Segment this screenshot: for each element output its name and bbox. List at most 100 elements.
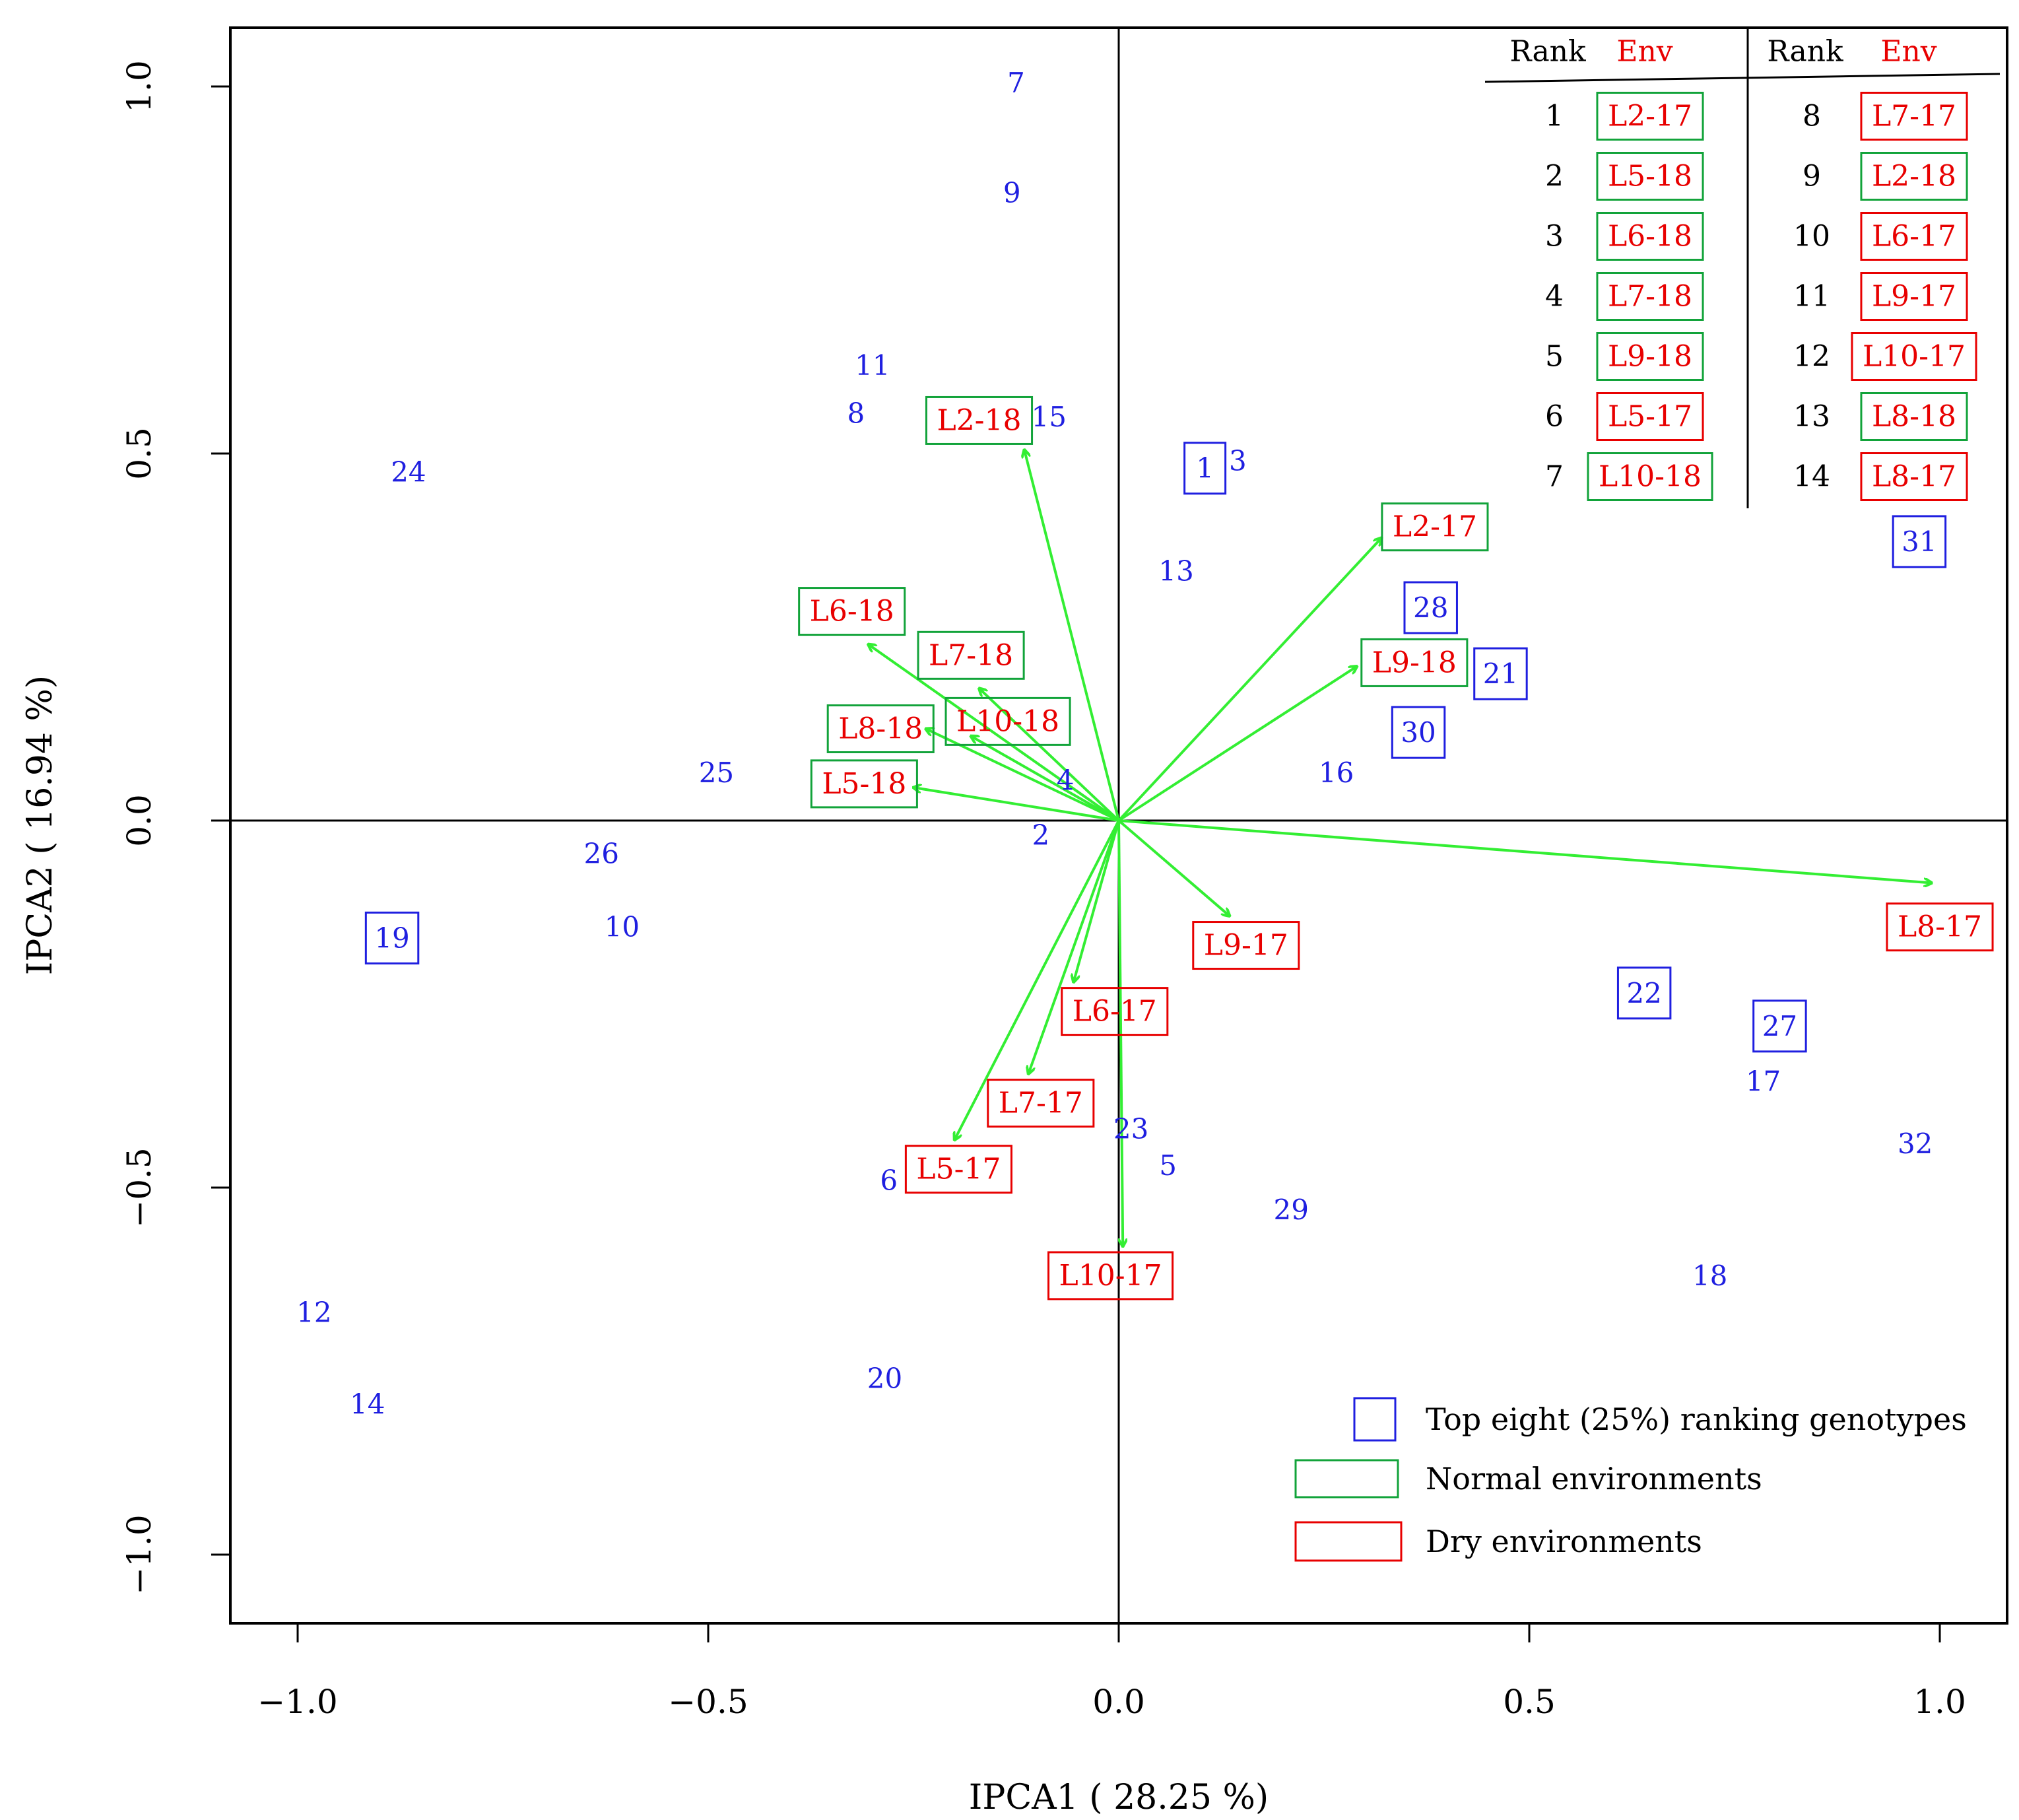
y-tick-label: −0.5: [120, 1147, 158, 1227]
y-tick-label: 0.5: [120, 427, 158, 480]
genotype-label: 32: [1898, 1128, 1933, 1160]
env-vector-l6-17: [1074, 820, 1120, 982]
env-label: L8-18: [838, 712, 923, 746]
genotype-label: 23: [1113, 1113, 1148, 1145]
top-genotype-box: [1403, 581, 1458, 634]
env-label-box: [917, 630, 1025, 680]
env-label: L5-18: [822, 767, 906, 801]
env-vector-l8-18: [926, 729, 1119, 822]
table-env: L2-18: [1872, 160, 1956, 193]
env-label: L2-18: [937, 403, 1021, 437]
genotype-label: 14: [350, 1388, 385, 1421]
env-vector-l9-18: [1117, 666, 1357, 822]
env-vector-l9-17: [1117, 819, 1230, 916]
genotype-label: 9: [1003, 177, 1021, 209]
legend-swatch-top: [1353, 1397, 1397, 1442]
table-rank: 9: [1803, 160, 1821, 193]
env-vector-l10-17: [1117, 820, 1123, 1246]
genotype-label: 22: [1626, 977, 1661, 1009]
y-tick-label: 0.0: [120, 794, 158, 847]
genotype-label: 18: [1692, 1260, 1727, 1292]
env-label-box: [1381, 502, 1489, 552]
top-genotype-box: [1752, 999, 1807, 1053]
table-rank: 11: [1793, 280, 1830, 314]
x-tick-label: 1.0: [1913, 1683, 1966, 1721]
table-header-rule: [1484, 73, 2001, 83]
genotype-label: 31: [1902, 525, 1936, 558]
legend: Top eight (25%) ranking genotypes Normal …: [1294, 1397, 1967, 1562]
env-label: L7-17: [999, 1087, 1083, 1120]
table-env: L7-17: [1872, 100, 1956, 133]
genotype-label: 3: [1229, 445, 1247, 477]
table-env: L10-18: [1599, 460, 1702, 494]
env-label: L6-17: [1073, 995, 1157, 1028]
table-env: L10-17: [1863, 340, 1966, 374]
x-axis-title: IPCA1 ( 28.25 %): [969, 1778, 1269, 1817]
env-vector-l2-17: [1117, 538, 1381, 822]
legend-swatch-normal: [1294, 1459, 1399, 1499]
env-vector-l8-17: [1118, 819, 1932, 883]
env-label: L5-17: [916, 1153, 1001, 1186]
genotype-label: 7: [1007, 67, 1025, 99]
genotype-label: 21: [1483, 657, 1518, 690]
env-label-box: [810, 759, 918, 809]
table-rank: 4: [1545, 280, 1564, 314]
table-env-box: [1860, 212, 1968, 261]
genotype-label: 4: [1057, 764, 1075, 796]
table-env-box: [1860, 452, 1968, 501]
genotype-label: 30: [1401, 716, 1436, 749]
genotype-label: 10: [605, 911, 640, 943]
env-vector-l5-17: [954, 820, 1120, 1140]
table-env-box: [1860, 92, 1968, 141]
genotype-label: 29: [1274, 1194, 1309, 1226]
genotype-label: 5: [1159, 1149, 1177, 1182]
table-header-env: Env: [1616, 35, 1672, 69]
table-header-env: Env: [1880, 35, 1936, 69]
table-header-rank: Rank: [1509, 35, 1586, 69]
env-label: L10-18: [956, 704, 1059, 738]
genotype-label: 26: [584, 838, 619, 870]
top-genotype-box: [1391, 706, 1446, 759]
x-axis: −1.0 −0.5 0.0 0.5 1.0: [257, 1623, 1966, 1721]
env-label-box: [1886, 902, 1994, 952]
table-env-box: [1596, 152, 1704, 201]
table-env: L6-17: [1872, 220, 1956, 253]
table-rank: 6: [1545, 400, 1564, 434]
legend-label-normal: Normal environments: [1426, 1461, 1762, 1497]
table-env: L5-17: [1608, 400, 1692, 434]
genotype-label: 16: [1319, 757, 1354, 789]
table-rank: 3: [1545, 220, 1564, 253]
env-label-box: [944, 696, 1071, 746]
table-env: L5-18: [1608, 160, 1692, 193]
table-env: L9-17: [1872, 280, 1956, 314]
genotype-label: 24: [391, 455, 426, 488]
top-genotype-box: [1616, 966, 1672, 1020]
env-label: L10-17: [1059, 1259, 1162, 1293]
genotype-label: 11: [855, 349, 890, 382]
top-genotype-box: [1892, 515, 1947, 568]
genotype-label: 8: [847, 397, 865, 429]
env-vector-l7-17: [1028, 820, 1120, 1074]
table-env-box: [1860, 392, 1968, 441]
genotype-label: 12: [296, 1297, 331, 1329]
table-env-box: [1860, 272, 1968, 321]
y-tick-label: 1.0: [120, 60, 158, 113]
env-label-box: [1047, 1251, 1174, 1300]
table-rank: 14: [1793, 460, 1830, 494]
table-rank: 10: [1793, 220, 1830, 253]
table-env: L8-18: [1872, 400, 1956, 434]
table-env-box: [1851, 332, 1977, 381]
top-genotype-box: [1183, 442, 1227, 495]
table-rank: 5: [1545, 340, 1564, 374]
table-env: L9-18: [1608, 340, 1692, 374]
table-rank: 8: [1803, 100, 1821, 133]
genotype-label: 27: [1762, 1010, 1797, 1042]
table-rank: 13: [1793, 400, 1830, 434]
env-label: L2-17: [1393, 510, 1477, 544]
env-vector-l2-18: [1024, 450, 1120, 821]
env-label: L9-17: [1204, 929, 1288, 962]
table-env-box: [1596, 392, 1704, 441]
legend-swatch-dry: [1294, 1521, 1403, 1562]
env-label-box: [925, 395, 1034, 445]
